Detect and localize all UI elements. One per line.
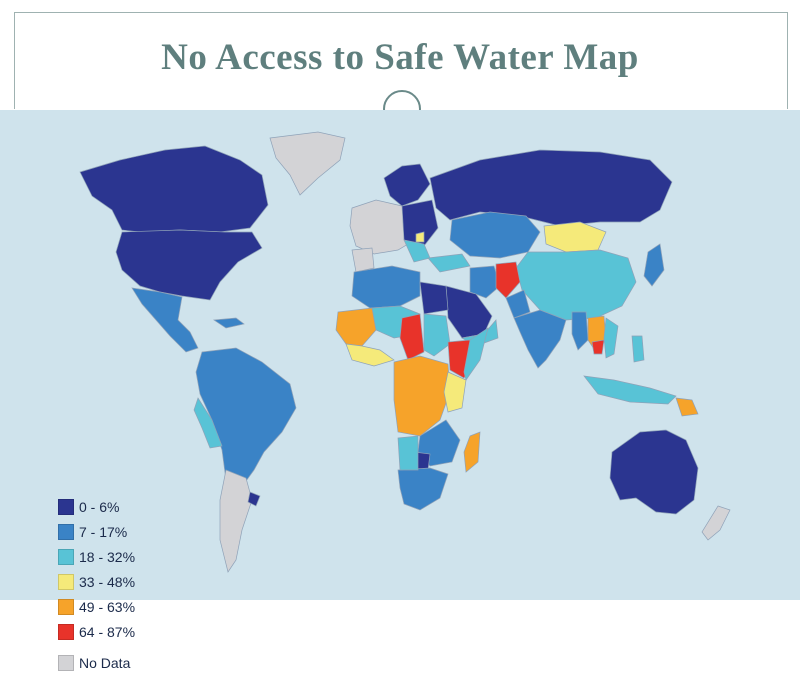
region-cambodia xyxy=(591,339,605,355)
region-eastern-europe xyxy=(401,199,439,247)
legend-label: 7 - 17% xyxy=(79,523,128,540)
legend-item: 7 - 17% xyxy=(58,519,135,544)
legend-item: 49 - 63% xyxy=(58,594,135,619)
region-gulf-guinea xyxy=(345,343,395,367)
legend-swatch xyxy=(58,573,74,590)
region-iran xyxy=(469,265,501,299)
region-canada xyxy=(79,145,269,233)
legend-label: 0 - 6% xyxy=(79,498,120,515)
page-title: No Access to Safe Water Map xyxy=(161,37,639,78)
legend-item: 18 - 32% xyxy=(58,544,135,569)
region-myanmar xyxy=(571,311,589,351)
region-usa xyxy=(115,229,263,301)
region-north-africa xyxy=(351,265,421,309)
region-south-america xyxy=(195,347,297,493)
legend-item: No Data xyxy=(58,650,135,675)
legend-label: No Data xyxy=(79,654,131,671)
region-peru-bolivia xyxy=(193,397,223,449)
map-legend: 0 - 6% 7 - 17% 18 - 32% 33 - 48% 49 - 63% 64 … xyxy=(58,494,135,675)
region-pakistan xyxy=(505,289,531,319)
region-east-africa xyxy=(443,371,467,413)
region-australia xyxy=(609,429,699,515)
legend-swatch xyxy=(58,548,74,565)
region-vietnam xyxy=(603,317,619,359)
region-new-zealand xyxy=(701,505,731,541)
region-caribbean xyxy=(212,317,245,329)
legend-swatch xyxy=(58,598,74,615)
region-philippines xyxy=(631,335,645,363)
region-afghanistan xyxy=(495,261,521,299)
region-madagascar xyxy=(463,431,481,473)
legend-swatch xyxy=(58,498,74,515)
legend-item: 64 - 87% xyxy=(58,619,135,644)
map-panel: 0 - 6% 7 - 17% 18 - 32% 33 - 48% 49 - 63% 64 … xyxy=(0,110,800,671)
region-chad xyxy=(399,313,425,361)
region-namibia xyxy=(397,435,419,471)
region-sudan xyxy=(423,313,451,357)
region-mongolia xyxy=(543,221,607,253)
region-moldova xyxy=(415,231,425,243)
legend-swatch xyxy=(58,623,74,640)
region-argentina xyxy=(219,469,253,573)
legend-item: 0 - 6% xyxy=(58,494,135,519)
region-somalia xyxy=(463,327,489,381)
region-egypt xyxy=(419,281,449,315)
region-west-africa xyxy=(335,307,377,347)
region-scandinavia xyxy=(383,163,431,207)
legend-label: 33 - 48% xyxy=(79,573,136,590)
legend-swatch xyxy=(58,654,74,671)
region-china xyxy=(515,249,637,321)
region-japan xyxy=(643,243,665,287)
region-papua-new-guinea xyxy=(675,397,699,417)
legend-label: 49 - 63% xyxy=(79,598,136,615)
region-iberia xyxy=(351,247,375,273)
world-map xyxy=(79,131,731,573)
region-russia xyxy=(429,149,673,227)
legend-swatch xyxy=(58,523,74,540)
slide-title-frame xyxy=(14,12,788,109)
region-turkey xyxy=(427,253,471,273)
region-mexico xyxy=(131,287,199,353)
region-indonesia xyxy=(583,375,677,405)
region-south-africa xyxy=(397,467,449,511)
region-india xyxy=(513,309,567,369)
legend-label: 18 - 32% xyxy=(79,548,136,565)
region-greenland xyxy=(269,131,346,196)
region-central-asia xyxy=(449,211,541,259)
region-uruguay xyxy=(247,491,261,507)
region-central-africa xyxy=(393,355,451,437)
legend-label: 64 - 87% xyxy=(79,623,136,640)
legend-item: 33 - 48% xyxy=(58,569,135,594)
